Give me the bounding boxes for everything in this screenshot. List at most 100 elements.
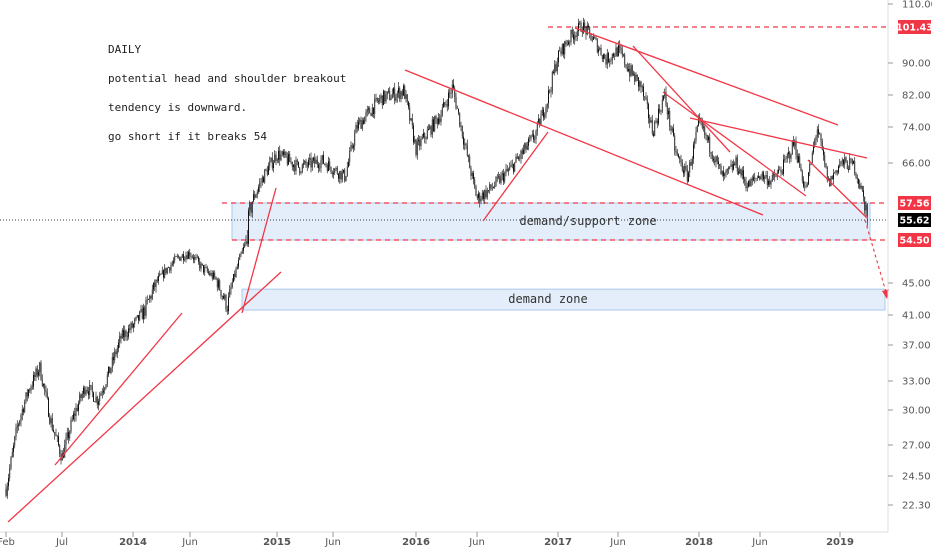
candle-body xyxy=(21,408,23,416)
candle-body xyxy=(149,296,151,300)
candle-body xyxy=(696,125,698,132)
candle-body xyxy=(759,176,761,179)
candle-body xyxy=(219,280,221,291)
candle-body xyxy=(356,125,358,129)
candle-body xyxy=(58,436,59,446)
candle-body xyxy=(783,159,784,174)
candle-body xyxy=(294,164,296,172)
candle-body xyxy=(621,50,623,56)
candle-body xyxy=(774,174,776,177)
candle-body xyxy=(698,118,699,126)
candle-body xyxy=(326,165,328,172)
candle-body xyxy=(499,176,501,183)
candle-body xyxy=(423,133,424,138)
candle-body xyxy=(729,166,731,169)
candle-body xyxy=(771,175,773,181)
candle-body xyxy=(265,169,267,171)
candle-body xyxy=(295,160,297,172)
candle-body xyxy=(766,175,768,185)
candle-body xyxy=(651,120,653,134)
candle-body xyxy=(151,289,153,299)
candle-body xyxy=(796,154,798,163)
candle-body xyxy=(118,342,119,349)
candle-body xyxy=(20,415,22,421)
candle-body xyxy=(549,90,551,92)
candle-body xyxy=(620,47,622,51)
candle-body xyxy=(65,437,67,445)
candle-body xyxy=(185,255,187,260)
candle-body xyxy=(5,488,7,496)
candle-body xyxy=(648,104,649,119)
candle-body xyxy=(273,162,274,169)
candle-body xyxy=(839,164,841,167)
candle-body xyxy=(859,184,861,189)
candle-body xyxy=(383,90,384,106)
candle-body xyxy=(551,71,553,92)
candle-body xyxy=(86,390,88,392)
candle-body xyxy=(695,131,697,141)
candle-body xyxy=(238,260,239,267)
candle-body xyxy=(663,96,664,100)
y-tick-label: 22.30 xyxy=(902,501,931,512)
candle-body xyxy=(213,272,214,279)
candle-body xyxy=(201,263,203,265)
candle-body xyxy=(815,136,817,141)
candle-body xyxy=(18,424,19,426)
candle-body xyxy=(89,384,91,395)
candle-body xyxy=(106,374,108,385)
candle-body xyxy=(349,150,351,162)
candle-body xyxy=(479,193,481,202)
candle-body xyxy=(428,128,429,131)
candle-body xyxy=(90,384,92,386)
candle-body xyxy=(45,390,47,393)
candle-body xyxy=(304,160,306,164)
candle-body xyxy=(486,190,488,198)
y-tick-label: 66.00 xyxy=(902,159,931,170)
candle-body xyxy=(493,187,494,189)
candle-body xyxy=(449,92,451,94)
candle-body xyxy=(159,273,161,276)
candle-body xyxy=(664,92,666,97)
projection-arrow-line xyxy=(864,219,887,293)
candle-body xyxy=(321,155,323,161)
candle-body xyxy=(684,166,686,174)
candle-body xyxy=(813,146,814,153)
candle-body xyxy=(343,169,344,173)
candle-body xyxy=(638,77,639,87)
candle-body xyxy=(269,161,271,167)
candle-body xyxy=(594,37,596,38)
candle-body xyxy=(143,307,144,320)
candle-body xyxy=(554,64,556,73)
candle-body xyxy=(476,195,478,199)
candle-body xyxy=(589,27,591,34)
candle-body xyxy=(590,33,592,41)
candle-body xyxy=(124,330,126,338)
candle-body xyxy=(779,169,781,171)
candle-body xyxy=(384,90,386,102)
candle-body xyxy=(81,393,83,398)
candle-body xyxy=(223,295,224,299)
candle-body xyxy=(418,139,419,142)
candle-body xyxy=(639,81,641,87)
candle-body xyxy=(255,194,257,198)
candle-body xyxy=(139,311,141,321)
y-tick-label: 110.00 xyxy=(902,0,932,11)
candle-body xyxy=(635,74,637,82)
candle-body xyxy=(541,109,543,116)
candle-body xyxy=(41,379,43,386)
candle-body xyxy=(214,272,216,277)
candle-body xyxy=(306,164,308,167)
candle-body xyxy=(296,160,298,162)
candle-body xyxy=(6,486,8,496)
candle-body xyxy=(91,385,93,393)
candle-body xyxy=(829,178,831,187)
candle-body xyxy=(236,266,238,269)
candle-body xyxy=(558,50,559,63)
candle-body xyxy=(749,180,751,187)
y-tick-label: 27.00 xyxy=(902,441,931,452)
candle-body xyxy=(688,172,689,182)
candle-body xyxy=(311,160,313,168)
candle-body xyxy=(471,173,473,177)
candle-body xyxy=(798,156,799,163)
candle-body xyxy=(685,166,687,170)
